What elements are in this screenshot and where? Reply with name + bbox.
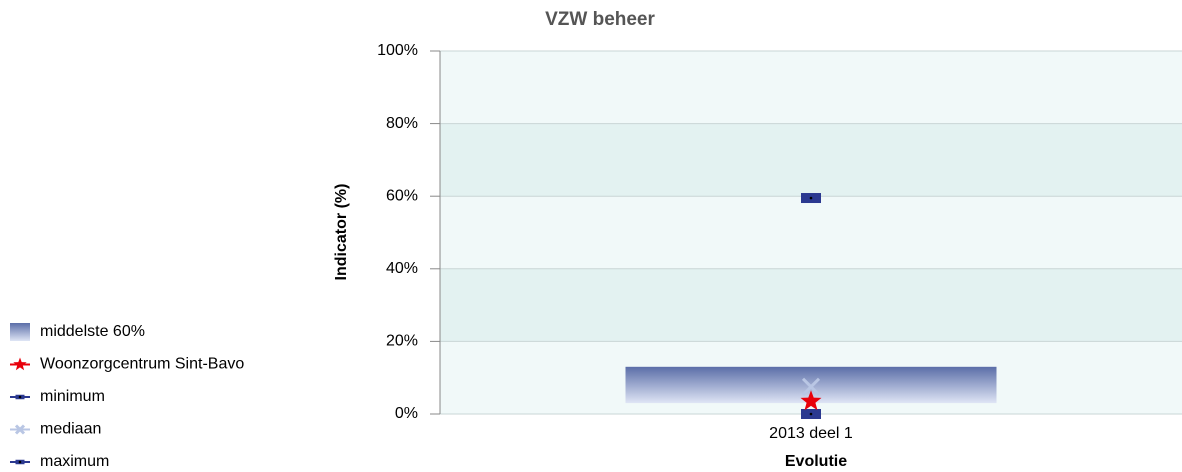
x-marker [14, 424, 26, 435]
plot-band [440, 268, 1182, 342]
plot-band [440, 123, 1182, 197]
x-marker [801, 377, 821, 396]
y-tick-label: 60% [386, 187, 418, 204]
x-tick-label: 2013 deel 1 [769, 425, 853, 442]
y-tick-label: 0% [395, 405, 418, 422]
y-tick-label: 80% [386, 115, 418, 132]
plot-band [440, 51, 1182, 124]
star-marker [13, 357, 27, 371]
legend-label: mediaan [40, 421, 101, 438]
y-tick-label: 20% [386, 333, 418, 350]
plot-band [440, 196, 1182, 269]
y-tick-label: 40% [386, 260, 418, 277]
y-tick-label: 100% [377, 42, 418, 59]
chart-title: VZW beheer [545, 9, 655, 30]
legend-label: middelste 60% [40, 323, 145, 340]
legend-label: Woonzorgcentrum Sint-Bavo [40, 356, 244, 373]
legend-label: minimum [40, 388, 105, 405]
legend-swatch [10, 323, 30, 341]
legend-label: maximum [40, 453, 109, 470]
marker-dot [809, 196, 813, 200]
marker-dot [809, 412, 813, 416]
star-marker [800, 390, 822, 411]
y-axis-label: Indicator (%) [333, 184, 350, 281]
x-axis-label: Evolutie [785, 453, 847, 470]
marker-dot [18, 395, 22, 399]
marker-dot [18, 460, 22, 464]
